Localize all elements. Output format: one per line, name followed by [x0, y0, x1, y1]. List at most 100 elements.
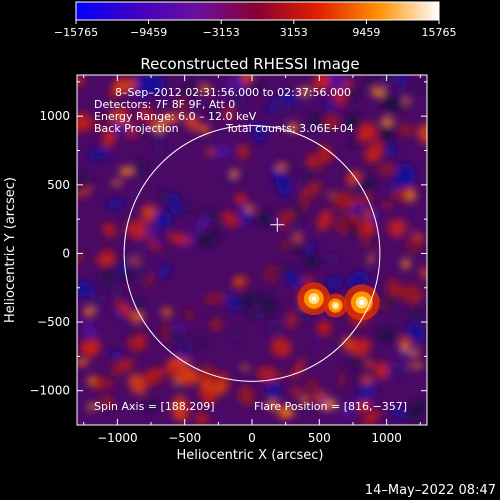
annotation-detectors: Detectors: 7F 8F 9F, Att 0 [94, 98, 235, 111]
texture-highlight [326, 399, 337, 408]
texture-highlight [380, 117, 394, 126]
texture-blob [419, 266, 427, 281]
texture-blob [178, 205, 195, 213]
texture-blob [371, 140, 383, 152]
texture-blob [389, 174, 410, 191]
texture-blob [134, 75, 151, 98]
texture-blob [223, 108, 235, 120]
texture-blob [242, 292, 261, 304]
colorbar [75, 1, 440, 21]
x-tick-label: 0 [248, 431, 256, 445]
texture-highlight [167, 115, 181, 122]
texture-blob [180, 366, 200, 385]
texture-blob [379, 120, 394, 146]
texture-blob [285, 310, 298, 329]
texture-blob [271, 338, 292, 357]
texture-blob [98, 107, 112, 127]
texture-blob [263, 303, 278, 315]
texture-blob [407, 322, 425, 343]
chart-title: Reconstructed RHESSI Image [140, 55, 359, 73]
texture-blob [132, 119, 152, 137]
texture-blob [180, 85, 200, 97]
texture-blob [390, 365, 403, 377]
texture-blob [380, 75, 392, 91]
texture-blob [194, 215, 210, 232]
texture-highlight [298, 87, 312, 94]
footer-timestamp: 14–May–2022 08:47 [365, 483, 496, 498]
plot-area [77, 75, 427, 425]
texture-blob [109, 283, 124, 297]
texture-blob [253, 122, 266, 142]
texture-blob [341, 401, 354, 419]
texture-highlight [87, 403, 98, 410]
bright-source [297, 282, 331, 316]
image-texture [77, 75, 427, 425]
texture-highlight [132, 312, 144, 323]
texture-blob [175, 97, 189, 117]
texture-highlight [245, 205, 255, 213]
texture-blob [317, 144, 333, 164]
texture-blob [293, 243, 303, 253]
texture-blob [175, 335, 194, 353]
texture-blob [386, 142, 397, 158]
texture-blob [235, 192, 247, 205]
texture-blob [215, 144, 232, 159]
texture-blob [326, 75, 348, 94]
texture-blob [88, 148, 110, 160]
texture-blob [77, 172, 93, 194]
texture-blob [282, 91, 298, 105]
texture-blob [361, 410, 381, 425]
spin-axis-marker [270, 217, 285, 232]
texture-highlight [241, 365, 249, 370]
texture-blob [351, 180, 363, 192]
x-tick-label: −500 [168, 431, 201, 445]
texture-highlight [287, 123, 299, 132]
texture-blob [146, 75, 165, 95]
texture-blob [226, 76, 248, 97]
texture-blob [216, 378, 227, 396]
texture-blob [332, 191, 355, 210]
texture-blob [351, 338, 371, 356]
texture-highlight [111, 180, 124, 185]
texture-highlight [281, 409, 295, 417]
texture-blob [391, 406, 405, 419]
y-axis-tick-labels: −1000 −500 0 500 1000 [29, 109, 70, 398]
texture-blob [111, 122, 127, 135]
texture-highlight [405, 193, 416, 200]
texture-blob [381, 294, 398, 312]
texture-blob [323, 113, 340, 131]
texture-blob [265, 319, 286, 337]
texture-blob [144, 400, 157, 412]
texture-blob [87, 343, 97, 359]
colorbar-tick-label: −15765 [54, 26, 98, 39]
texture-highlight [293, 234, 302, 242]
texture-blob [299, 95, 313, 109]
x-tick-label: 500 [308, 431, 331, 445]
texture-blob [167, 233, 191, 245]
texture-blob [337, 371, 347, 388]
texture-blob [317, 320, 332, 337]
texture-highlight [275, 164, 287, 171]
texture-blob [77, 282, 96, 297]
texture-blob [394, 83, 407, 105]
texture-blob [387, 218, 407, 237]
texture-blob [280, 238, 291, 252]
x-axis-ticks [83, 75, 421, 425]
annotation-method: Back Projection [94, 122, 179, 135]
texture-blob [230, 90, 246, 109]
texture-blob [97, 265, 116, 287]
texture-blob [357, 381, 376, 403]
texture-highlight [130, 258, 140, 263]
y-axis-label: Heliocentric Y (arcsec) [3, 177, 18, 323]
texture-blob [252, 302, 269, 320]
texture-blob [96, 252, 116, 267]
texture-blob [346, 353, 368, 369]
y-tick-label: −500 [37, 315, 70, 329]
texture-blob [266, 380, 282, 398]
texture-blob [145, 235, 161, 253]
texture-blob [362, 209, 375, 217]
texture-blob [349, 203, 365, 214]
y-tick-label: 500 [47, 178, 70, 192]
texture-highlight [172, 378, 183, 384]
texture-blob [344, 113, 363, 130]
